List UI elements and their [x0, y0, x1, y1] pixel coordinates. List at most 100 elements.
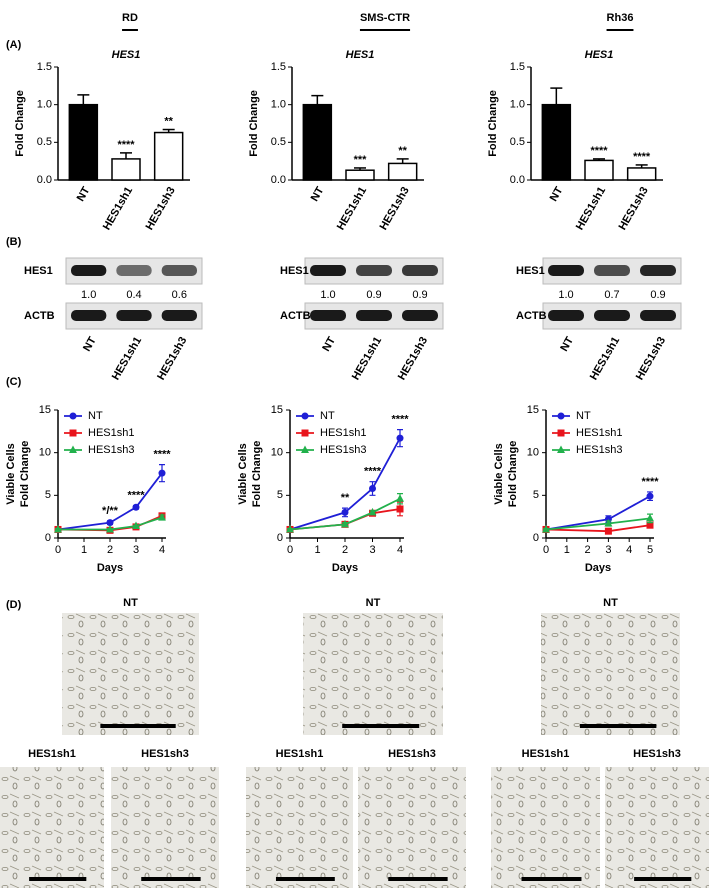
- y-tick-label: 0: [277, 532, 283, 544]
- image-label: HES1sh1: [276, 748, 324, 760]
- blot-band: [640, 310, 676, 321]
- y-tick-label: 0.5: [37, 136, 52, 148]
- quantification: 0.9: [366, 289, 381, 301]
- x-tick-label: 0: [55, 544, 61, 556]
- image-label: HES1sh3: [388, 748, 436, 760]
- marker: [646, 513, 654, 522]
- significance: **: [341, 492, 350, 504]
- chart-title: HES1: [346, 49, 375, 61]
- x-tick-label: 4: [397, 544, 403, 556]
- y-axis-label: Fold Change: [487, 90, 499, 157]
- scale-bar: [521, 877, 582, 881]
- micrograph: [0, 767, 104, 888]
- marker: [396, 494, 404, 502]
- series-line: [57, 472, 163, 531]
- x-tick-label: 3: [133, 544, 139, 556]
- quantification: 1.0: [320, 289, 335, 301]
- micrograph: [358, 767, 466, 888]
- legend-label: HES1sh1: [576, 427, 622, 439]
- quantification: 0.9: [412, 289, 427, 301]
- y-tick-label: 15: [39, 404, 51, 416]
- y-tick-label: 0: [533, 532, 539, 544]
- blot-label: ACTB: [24, 310, 55, 322]
- quantification: 1.0: [558, 289, 573, 301]
- lane-label: NT: [558, 335, 576, 354]
- y-tick-label: 5: [277, 489, 283, 501]
- y-tick-label: 5: [45, 489, 51, 501]
- scale-bar: [141, 877, 201, 881]
- bar: [153, 131, 184, 181]
- blot-band: [71, 310, 107, 321]
- x-tick-label: NT: [309, 185, 327, 204]
- y-tick-label: 1.0: [37, 99, 52, 111]
- significance: ****: [590, 145, 608, 157]
- image-label: NT: [366, 597, 381, 609]
- significance: ****: [391, 414, 409, 426]
- quantification: 1.0: [81, 289, 96, 301]
- significance: ****: [633, 151, 651, 163]
- column-title: SMS-CTR: [360, 12, 410, 24]
- scale-bar: [342, 724, 420, 728]
- y-axis-label: Fold Change: [507, 441, 519, 508]
- blot-band: [116, 310, 152, 321]
- bar: [387, 162, 418, 181]
- x-tick-label: 5: [647, 544, 653, 556]
- x-tick-label: HES1sh3: [378, 185, 412, 232]
- y-tick-label: 0.5: [271, 136, 286, 148]
- blot-band: [548, 310, 584, 321]
- x-tick-label: 1: [314, 544, 320, 556]
- blot-band: [640, 265, 676, 276]
- scale-bar: [579, 724, 657, 728]
- blot-band: [161, 265, 197, 276]
- scale-bar: [388, 877, 448, 881]
- y-tick-label: 10: [271, 447, 283, 459]
- blot-band: [594, 265, 630, 276]
- marker: [106, 519, 114, 527]
- blot-band: [116, 265, 152, 276]
- x-tick-label: 4: [626, 544, 632, 556]
- y-tick-label: 1.5: [271, 61, 286, 73]
- marker: [646, 492, 654, 500]
- blot-band: [356, 310, 392, 321]
- legend-label: HES1sh1: [88, 427, 134, 439]
- image-label: NT: [603, 597, 618, 609]
- x-axis-label: Days: [585, 562, 611, 574]
- x-tick-label: HES1sh1: [335, 185, 369, 232]
- bar: [541, 103, 572, 181]
- lane-label: NT: [81, 335, 99, 354]
- bar: [302, 103, 333, 181]
- micrograph: [62, 613, 199, 735]
- marker: [301, 429, 309, 437]
- legend-label: HES1sh1: [320, 427, 366, 439]
- lane-label: HES1sh3: [396, 335, 430, 382]
- x-tick-label: 3: [605, 544, 611, 556]
- significance: ****: [641, 476, 659, 488]
- x-tick-label: HES1sh3: [144, 185, 178, 232]
- lane-label: HES1sh3: [155, 335, 189, 382]
- significance: */**: [102, 505, 119, 517]
- micrograph: [303, 613, 443, 735]
- significance: **: [398, 145, 407, 157]
- x-tick-label: NT: [75, 185, 93, 204]
- bar: [68, 103, 99, 181]
- marker: [106, 524, 114, 533]
- bar: [345, 169, 375, 181]
- lane-label: HES1sh1: [588, 335, 622, 382]
- y-tick-label: 0.0: [510, 174, 525, 186]
- y-tick-label: 10: [527, 447, 539, 459]
- quantification: 0.4: [126, 289, 141, 301]
- marker: [604, 527, 612, 535]
- blot-band: [402, 265, 438, 276]
- bar: [111, 158, 141, 181]
- image-label: HES1sh3: [633, 748, 681, 760]
- marker: [557, 429, 565, 437]
- x-tick-label: HES1sh1: [101, 185, 135, 232]
- marker: [557, 445, 565, 453]
- y-tick-label: 1.0: [510, 99, 525, 111]
- y-tick-label: 1.0: [271, 99, 286, 111]
- y-axis-label: Fold Change: [19, 441, 31, 508]
- scale-bar: [634, 877, 692, 881]
- panel-label: (D): [6, 599, 22, 611]
- marker: [396, 434, 404, 442]
- y-axis-label: Fold Change: [251, 441, 263, 508]
